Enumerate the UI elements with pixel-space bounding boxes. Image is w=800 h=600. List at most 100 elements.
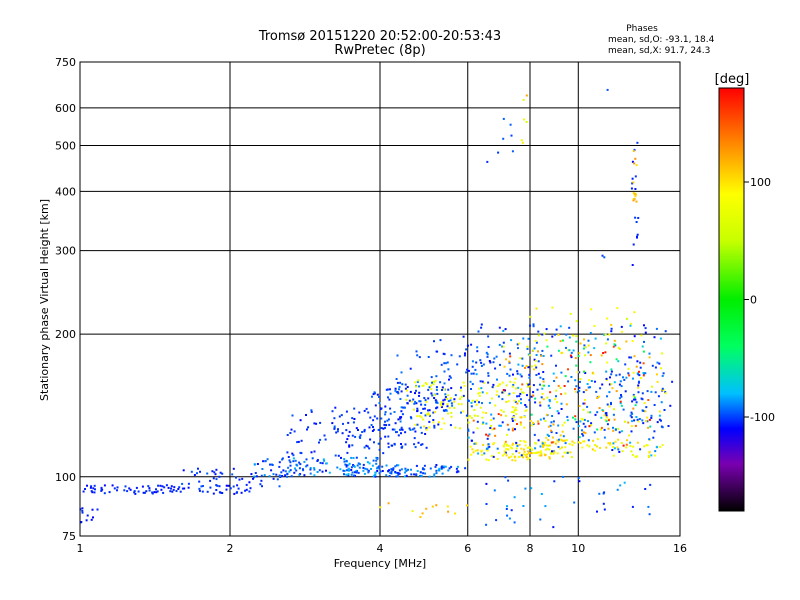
data-point — [639, 448, 642, 451]
data-point — [418, 391, 421, 394]
data-point — [419, 474, 421, 477]
data-point — [548, 400, 551, 403]
data-point — [542, 398, 545, 401]
data-point — [509, 355, 512, 358]
data-point — [519, 373, 522, 376]
colorbar-tick-label: 0 — [750, 294, 757, 307]
data-point — [161, 485, 164, 488]
data-point — [521, 357, 524, 360]
data-point — [322, 458, 325, 461]
data-point — [483, 381, 486, 384]
data-point — [613, 343, 616, 346]
data-point — [297, 440, 300, 443]
data-point — [393, 428, 396, 431]
data-point — [420, 431, 423, 434]
data-point — [587, 339, 590, 342]
data-point — [470, 388, 472, 390]
data-point — [588, 379, 591, 382]
data-point — [540, 450, 542, 453]
data-point — [446, 403, 449, 406]
data-point — [541, 442, 544, 445]
data-point — [662, 372, 665, 375]
data-point — [396, 471, 399, 474]
data-point — [418, 400, 421, 403]
data-point — [447, 388, 450, 391]
data-point — [513, 521, 516, 524]
data-point — [566, 415, 569, 418]
data-point — [440, 428, 443, 430]
data-point — [162, 491, 165, 494]
data-point — [266, 458, 269, 461]
data-point — [513, 496, 516, 499]
data-point — [369, 438, 372, 441]
data-point — [541, 349, 544, 352]
data-point — [433, 381, 436, 384]
colorbar-ticks: 100 0 -100 — [744, 176, 775, 424]
data-point — [310, 451, 313, 454]
data-point — [379, 470, 382, 473]
data-point — [395, 475, 398, 478]
data-point — [631, 413, 634, 415]
data-point — [336, 466, 339, 469]
data-point — [661, 387, 664, 390]
data-point — [298, 473, 301, 476]
data-point — [620, 325, 623, 328]
data-point — [92, 487, 95, 490]
data-point — [292, 454, 295, 457]
data-point — [581, 433, 584, 435]
data-point — [471, 360, 474, 363]
data-point — [494, 404, 497, 407]
data-point — [552, 420, 555, 423]
colorbar-tick-label: -100 — [750, 411, 775, 424]
data-point — [435, 388, 438, 391]
data-point — [346, 451, 349, 454]
data-point — [300, 439, 303, 442]
data-point — [421, 443, 424, 446]
data-point — [647, 454, 650, 457]
data-point — [443, 422, 446, 425]
data-point — [655, 327, 658, 330]
colorbar-tick-label: 100 — [750, 176, 771, 189]
data-point — [554, 333, 556, 336]
data-point — [601, 409, 604, 411]
data-point — [643, 402, 646, 405]
data-point — [395, 431, 398, 433]
data-point — [618, 347, 621, 350]
data-point — [629, 414, 632, 417]
data-point — [492, 443, 495, 446]
data-point — [442, 409, 445, 412]
data-point — [515, 447, 518, 450]
data-point — [568, 326, 571, 329]
data-point — [634, 157, 637, 160]
data-point — [459, 389, 462, 392]
data-point — [384, 413, 387, 416]
data-point — [526, 446, 529, 449]
data-point — [245, 488, 248, 491]
data-point — [556, 452, 559, 455]
data-point — [368, 426, 371, 429]
data-point — [502, 444, 505, 447]
data-point — [457, 465, 459, 468]
data-point — [535, 451, 538, 454]
data-point — [563, 421, 566, 424]
data-point — [655, 445, 658, 448]
data-point — [81, 507, 84, 510]
data-point — [621, 430, 623, 433]
data-point — [249, 487, 252, 490]
data-point — [238, 478, 241, 481]
data-point — [583, 344, 586, 347]
data-point — [589, 361, 592, 364]
data-point — [478, 401, 480, 404]
data-point — [553, 480, 556, 483]
data-point — [370, 424, 373, 426]
data-point — [612, 345, 615, 348]
data-point — [319, 421, 322, 424]
data-point — [490, 413, 493, 416]
data-point — [488, 433, 491, 436]
data-point — [523, 450, 526, 453]
data-point — [547, 384, 550, 387]
data-point — [660, 367, 663, 370]
data-point — [656, 361, 659, 364]
data-point — [398, 386, 401, 388]
data-point — [617, 346, 620, 349]
